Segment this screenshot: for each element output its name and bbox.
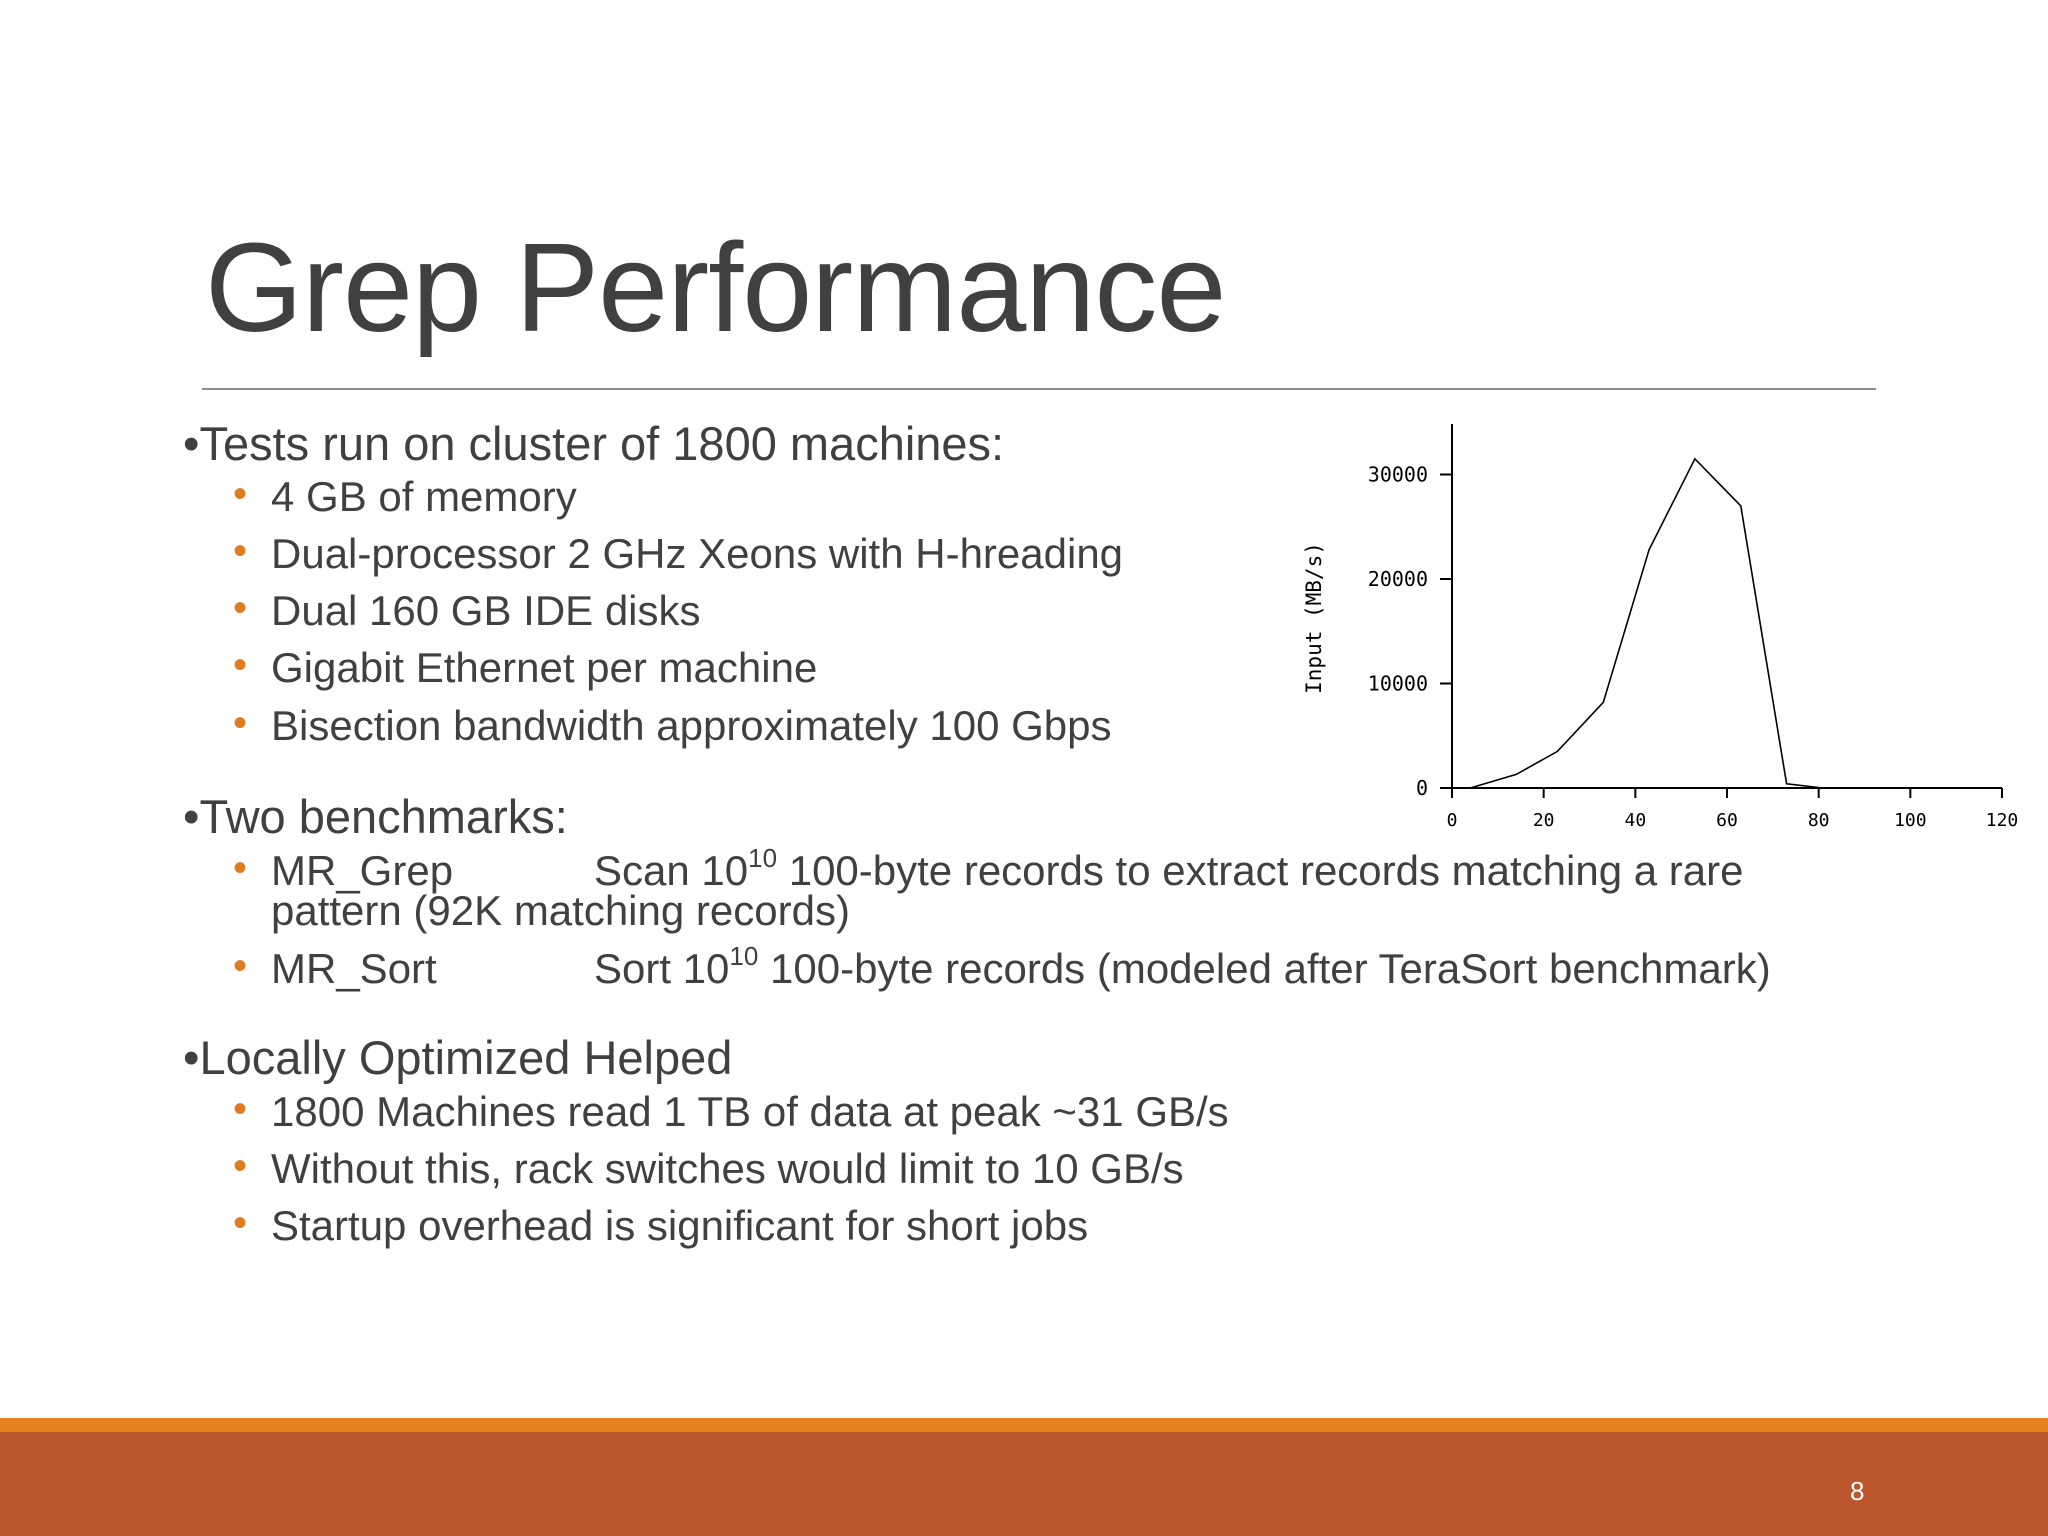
bullet-icon: • <box>233 586 248 630</box>
x-tick-label: 60 <box>1716 810 1738 831</box>
x-tick-label: 0 <box>1447 810 1458 831</box>
benchmark-description: Scan 1010 100-byte records to extract re… <box>594 843 1744 894</box>
series-line <box>1470 457 1819 789</box>
slide-title: Grep Performance <box>205 217 1226 358</box>
bullet-icon: • <box>233 944 248 988</box>
list-item: • Without this, rack switches would limit… <box>233 1144 1184 1192</box>
list-item: • 4 GB of memory <box>233 472 577 520</box>
benchmark-name: MR_Sort <box>271 945 437 992</box>
title-divider <box>202 388 1876 390</box>
benchmark-description-continued: pattern (92K matching records) <box>271 887 850 934</box>
y-tick-label: 20000 <box>1368 567 1428 591</box>
page-number: 8 <box>1850 1476 1865 1506</box>
x-tick-label: 80 <box>1808 810 1830 831</box>
benchmark-name: MR_Grep <box>271 847 454 894</box>
list-item: • Dual-processor 2 GHz Xeons with H-hread… <box>233 529 1124 577</box>
x-tick-label: 20 <box>1533 810 1555 831</box>
bullet-icon: • <box>233 701 248 745</box>
footer-accent-bar <box>0 1418 2048 1432</box>
list-item: • 1800 Machines read 1 TB of data at peak… <box>233 1087 1229 1135</box>
x-tick-label: 40 <box>1624 810 1646 831</box>
list-item: • Startup overhead is significant for sho… <box>233 1201 1089 1249</box>
list-item: • Gigabit Ethernet per machine <box>233 643 818 691</box>
bullet-icon: • <box>233 529 248 573</box>
x-tick-label: 120 <box>1986 810 2019 831</box>
benchmark-description: Sort 1010 100-byte records (modeled afte… <box>594 941 1771 992</box>
bullet-icon: • <box>233 1201 248 1245</box>
y-tick-label: 30000 <box>1368 463 1428 487</box>
bullet-icon: • <box>233 846 248 890</box>
x-tick-label: 100 <box>1894 810 1927 831</box>
footer-bar <box>0 1432 2048 1536</box>
y-tick-label: 10000 <box>1368 672 1428 696</box>
bullet-icon: • <box>233 472 248 516</box>
benchmark-item-grep: • MR_Grep Scan 1010 100-byte records to … <box>233 845 1743 932</box>
bullet-icon: • <box>233 1087 248 1131</box>
y-tick-label: 0 <box>1416 776 1428 800</box>
list-item: • Bisection bandwidth approximately 100 G… <box>233 701 1112 749</box>
list-item: • Dual 160 GB IDE disks <box>233 586 701 634</box>
benchmark-item-sort: • MR_Sort Sort 1010 100-byte records (mo… <box>233 943 1771 992</box>
section-heading-cluster: •Tests run on cluster of 1800 machines: <box>183 417 1005 470</box>
bullet-icon: • <box>233 1144 248 1188</box>
section-heading-locality: •Locally Optimized Helped <box>183 1031 733 1084</box>
input-rate-chart: 0 10000 20000 30000 0 20 40 60 80 100 120 Input (MB… <box>1302 424 2019 831</box>
y-axis-label: Input (MB/s) <box>1302 542 1326 694</box>
section-heading-benchmarks: •Two benchmarks: <box>183 790 568 843</box>
bullet-icon: • <box>233 643 248 687</box>
